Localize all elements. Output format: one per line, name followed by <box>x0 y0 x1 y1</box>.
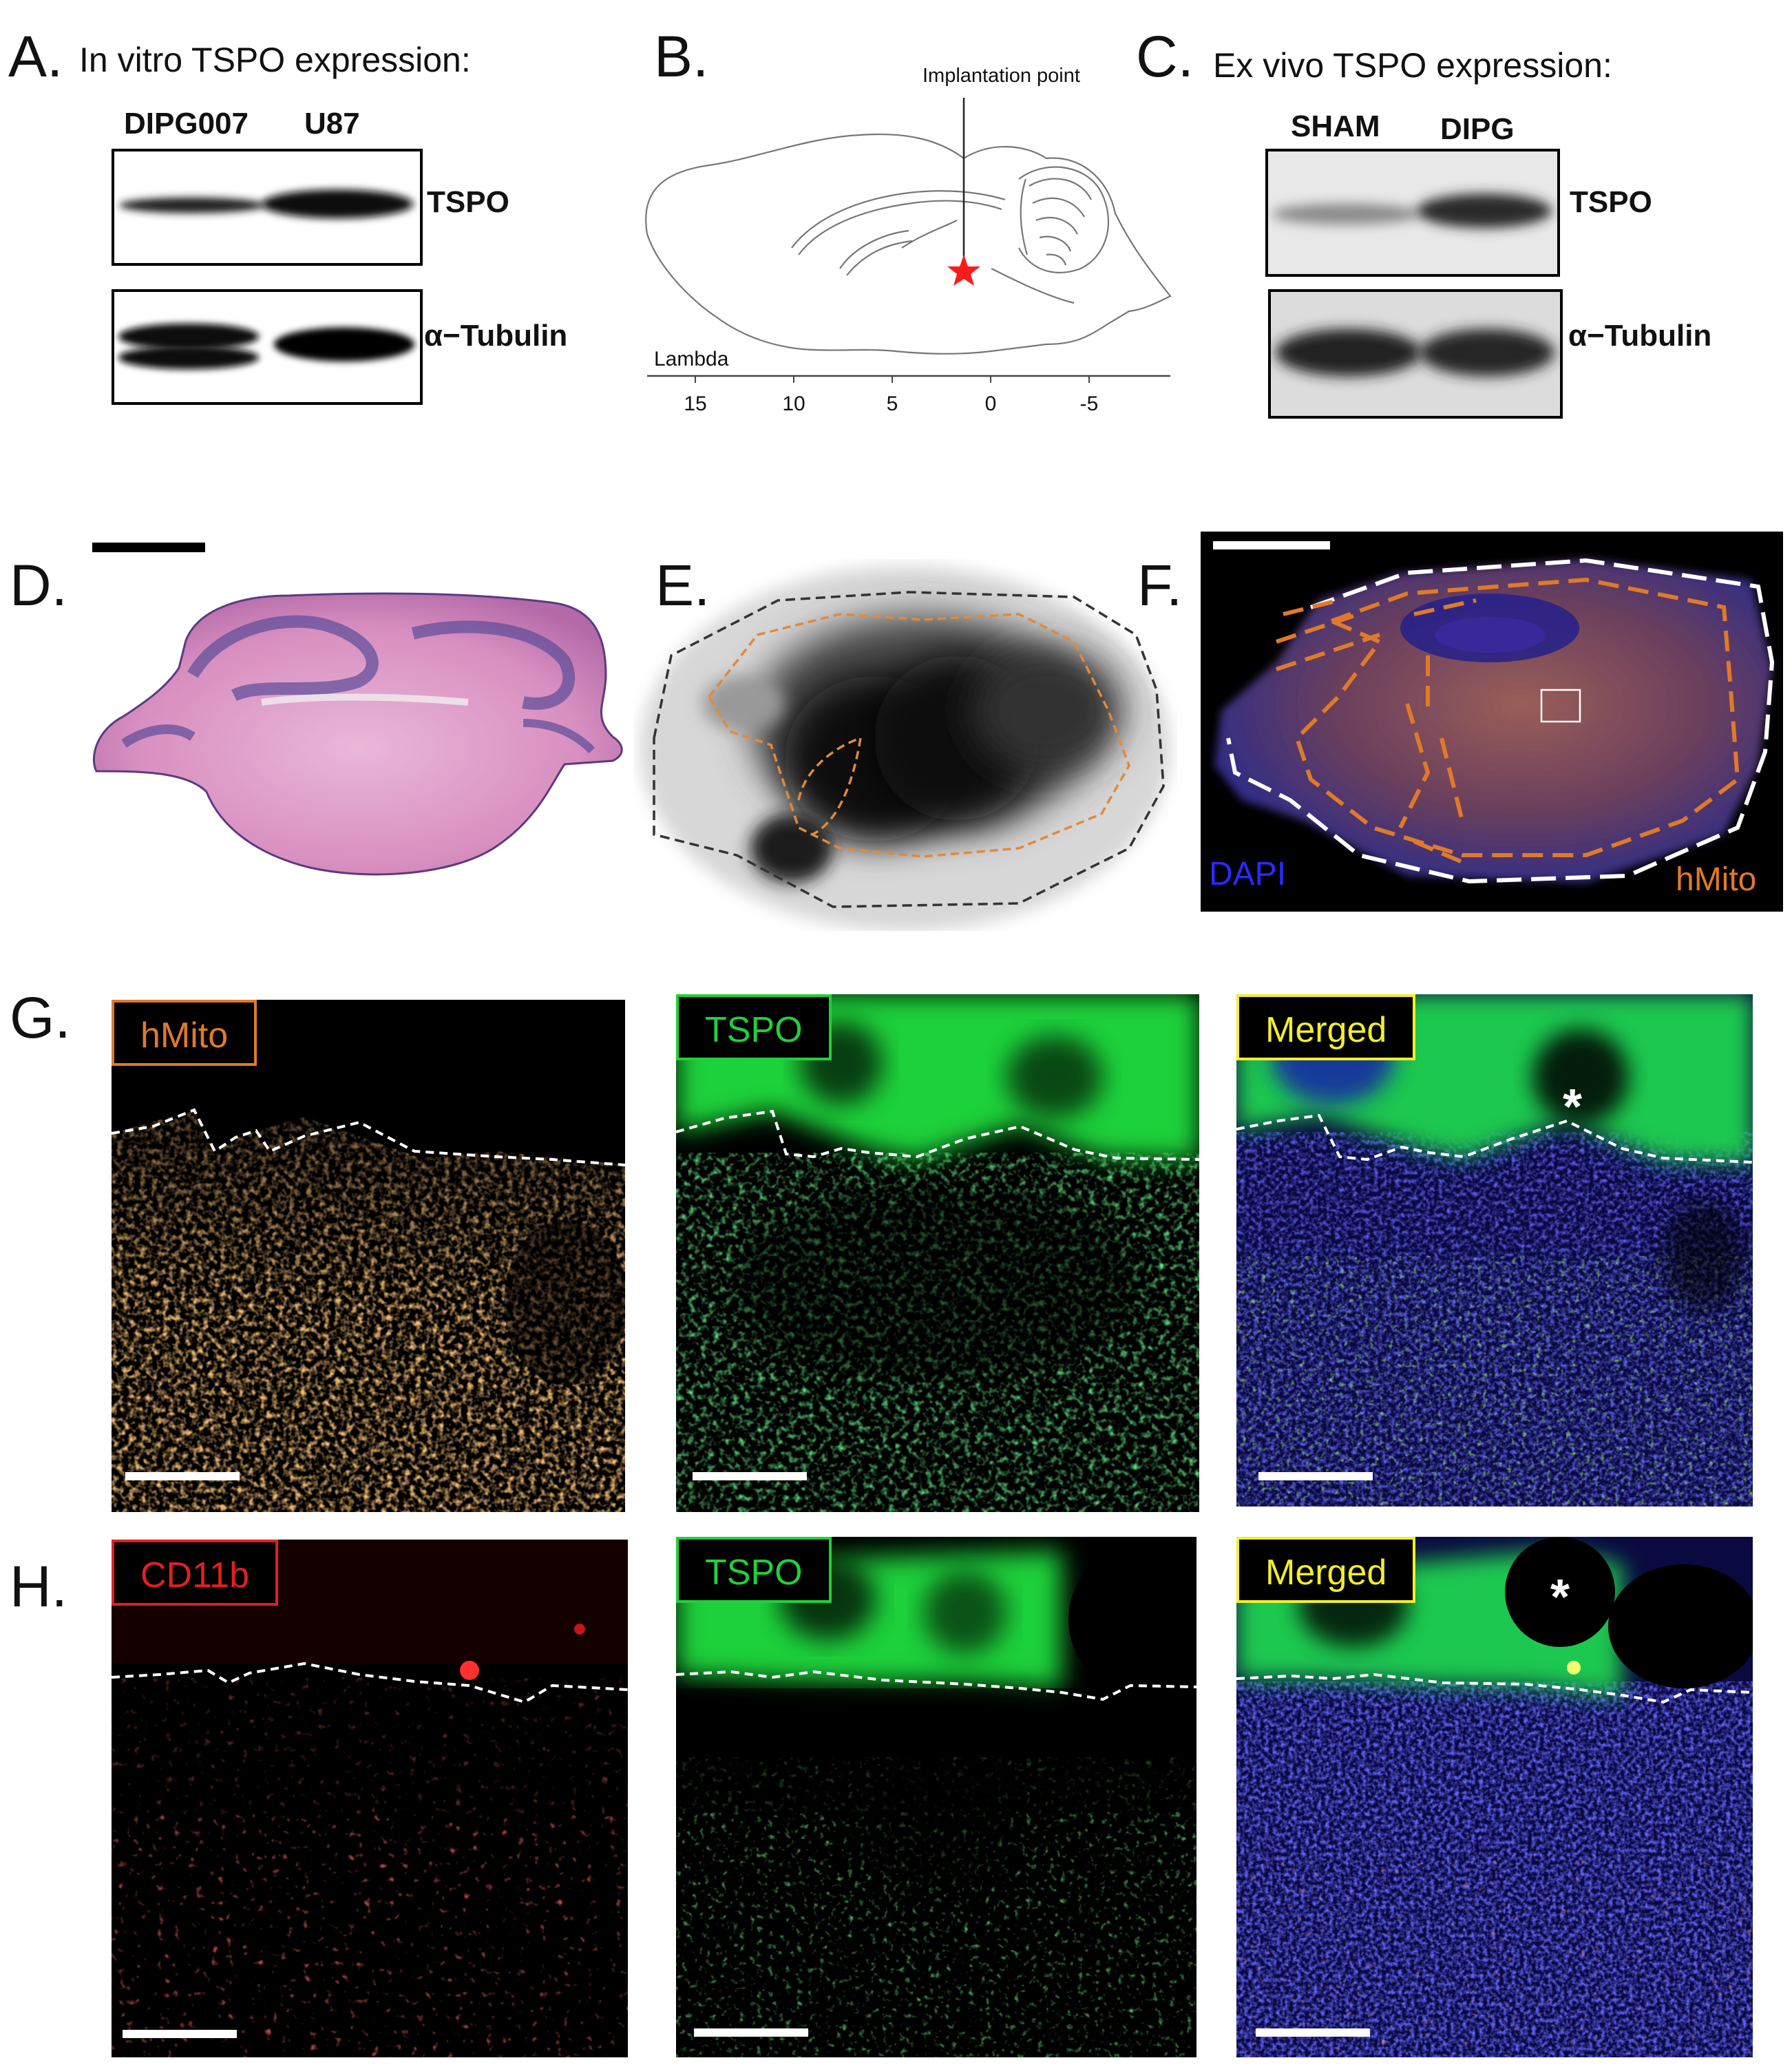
panel-e-letter: E. <box>655 553 710 618</box>
panel-f-scale-bar <box>1213 541 1330 549</box>
panel-g-letter: G. <box>10 985 71 1050</box>
panel-g-hmito-label: hMito <box>112 1000 257 1066</box>
panel-c-lane-2: DIPG <box>1440 112 1515 146</box>
panel-c-tubulin-blot <box>1268 289 1563 419</box>
panel-c-letter: C. <box>1136 24 1194 89</box>
panel-b-tick: 0 <box>984 392 997 415</box>
panel-f-dapi-label: DAPI <box>1209 856 1287 892</box>
panel-c-band-tspo: TSPO <box>1570 185 1652 219</box>
panel-a-tspo-blot <box>112 149 423 266</box>
panel-b-tick: -5 <box>1079 392 1099 415</box>
panel-g-hmito-image: hMito <box>112 1000 625 1512</box>
panel-h-cd11b-image: CD11b <box>112 1540 628 2057</box>
panel-a-letter: A. <box>8 24 63 89</box>
panel-f-fluorescence: DAPI hMito <box>1201 532 1783 912</box>
panel-h-tspo-scale-bar <box>694 2028 808 2037</box>
panel-a-tubulin-blot <box>112 289 423 405</box>
panel-c-title: Ex vivo TSPO expression: <box>1213 46 1612 85</box>
panel-b-tick: 15 <box>684 392 707 415</box>
panel-g-hmito-scale-bar <box>125 1472 240 1480</box>
panel-g-tspo-label: TSPO <box>676 994 832 1060</box>
panel-g-asterisk: * <box>1563 1080 1583 1135</box>
panel-g-merged-scale-bar <box>1258 1472 1373 1480</box>
panel-b-tick: 5 <box>886 392 898 415</box>
panel-b-axis-label: Lambda <box>654 348 729 370</box>
panel-h-cd11b-label: CD11b <box>112 1540 279 1606</box>
panel-h-tspo-image: TSPO <box>676 1537 1197 2057</box>
panel-d-he-section <box>92 592 623 876</box>
panel-g-tspo-scale-bar <box>693 1472 807 1480</box>
panel-g-merged-image: Merged * <box>1236 994 1753 1507</box>
panel-a-lane-2: U87 <box>304 107 360 140</box>
panel-h-merged-image: Merged * <box>1236 1537 1753 2057</box>
panel-b-letter: B. <box>654 24 709 89</box>
panel-d-letter: D. <box>10 553 67 618</box>
panel-h-letter: H. <box>10 1554 67 1619</box>
panel-c-lane-1: SHAM <box>1291 109 1380 143</box>
panel-h-asterisk: * <box>1550 1570 1570 1625</box>
panel-c-band-tubulin: α−Tubulin <box>1568 319 1712 353</box>
panel-h-merged-scale-bar <box>1256 2028 1370 2037</box>
implantation-star-icon <box>947 255 980 286</box>
panel-a-band-tspo: TSPO <box>427 185 509 219</box>
panel-b-brain-diagram <box>645 98 1172 383</box>
panel-b-tick: 10 <box>782 392 805 415</box>
panel-b-annotation: Implantation point <box>923 65 1080 87</box>
panel-h-merged-label: Merged <box>1236 1537 1416 1603</box>
panel-d-scale-bar <box>92 543 205 552</box>
panel-f-letter: F. <box>1137 553 1183 618</box>
panel-h-cd11b-scale-bar <box>123 2030 237 2038</box>
panel-h-tspo-label: TSPO <box>676 1537 832 1603</box>
panel-a-band-tubulin: α−Tubulin <box>424 319 568 353</box>
panel-a-lane-1: DIPG007 <box>124 107 249 140</box>
panel-f-hmito-label: hMito <box>1676 861 1757 898</box>
panel-c-tspo-blot <box>1265 149 1560 277</box>
panel-g-tspo-image: TSPO <box>676 994 1199 1512</box>
panel-a-title: In vitro TSPO expression: <box>79 41 471 79</box>
panel-e-autoradiograph <box>640 566 1170 931</box>
panel-g-merged-label: Merged <box>1236 994 1416 1060</box>
